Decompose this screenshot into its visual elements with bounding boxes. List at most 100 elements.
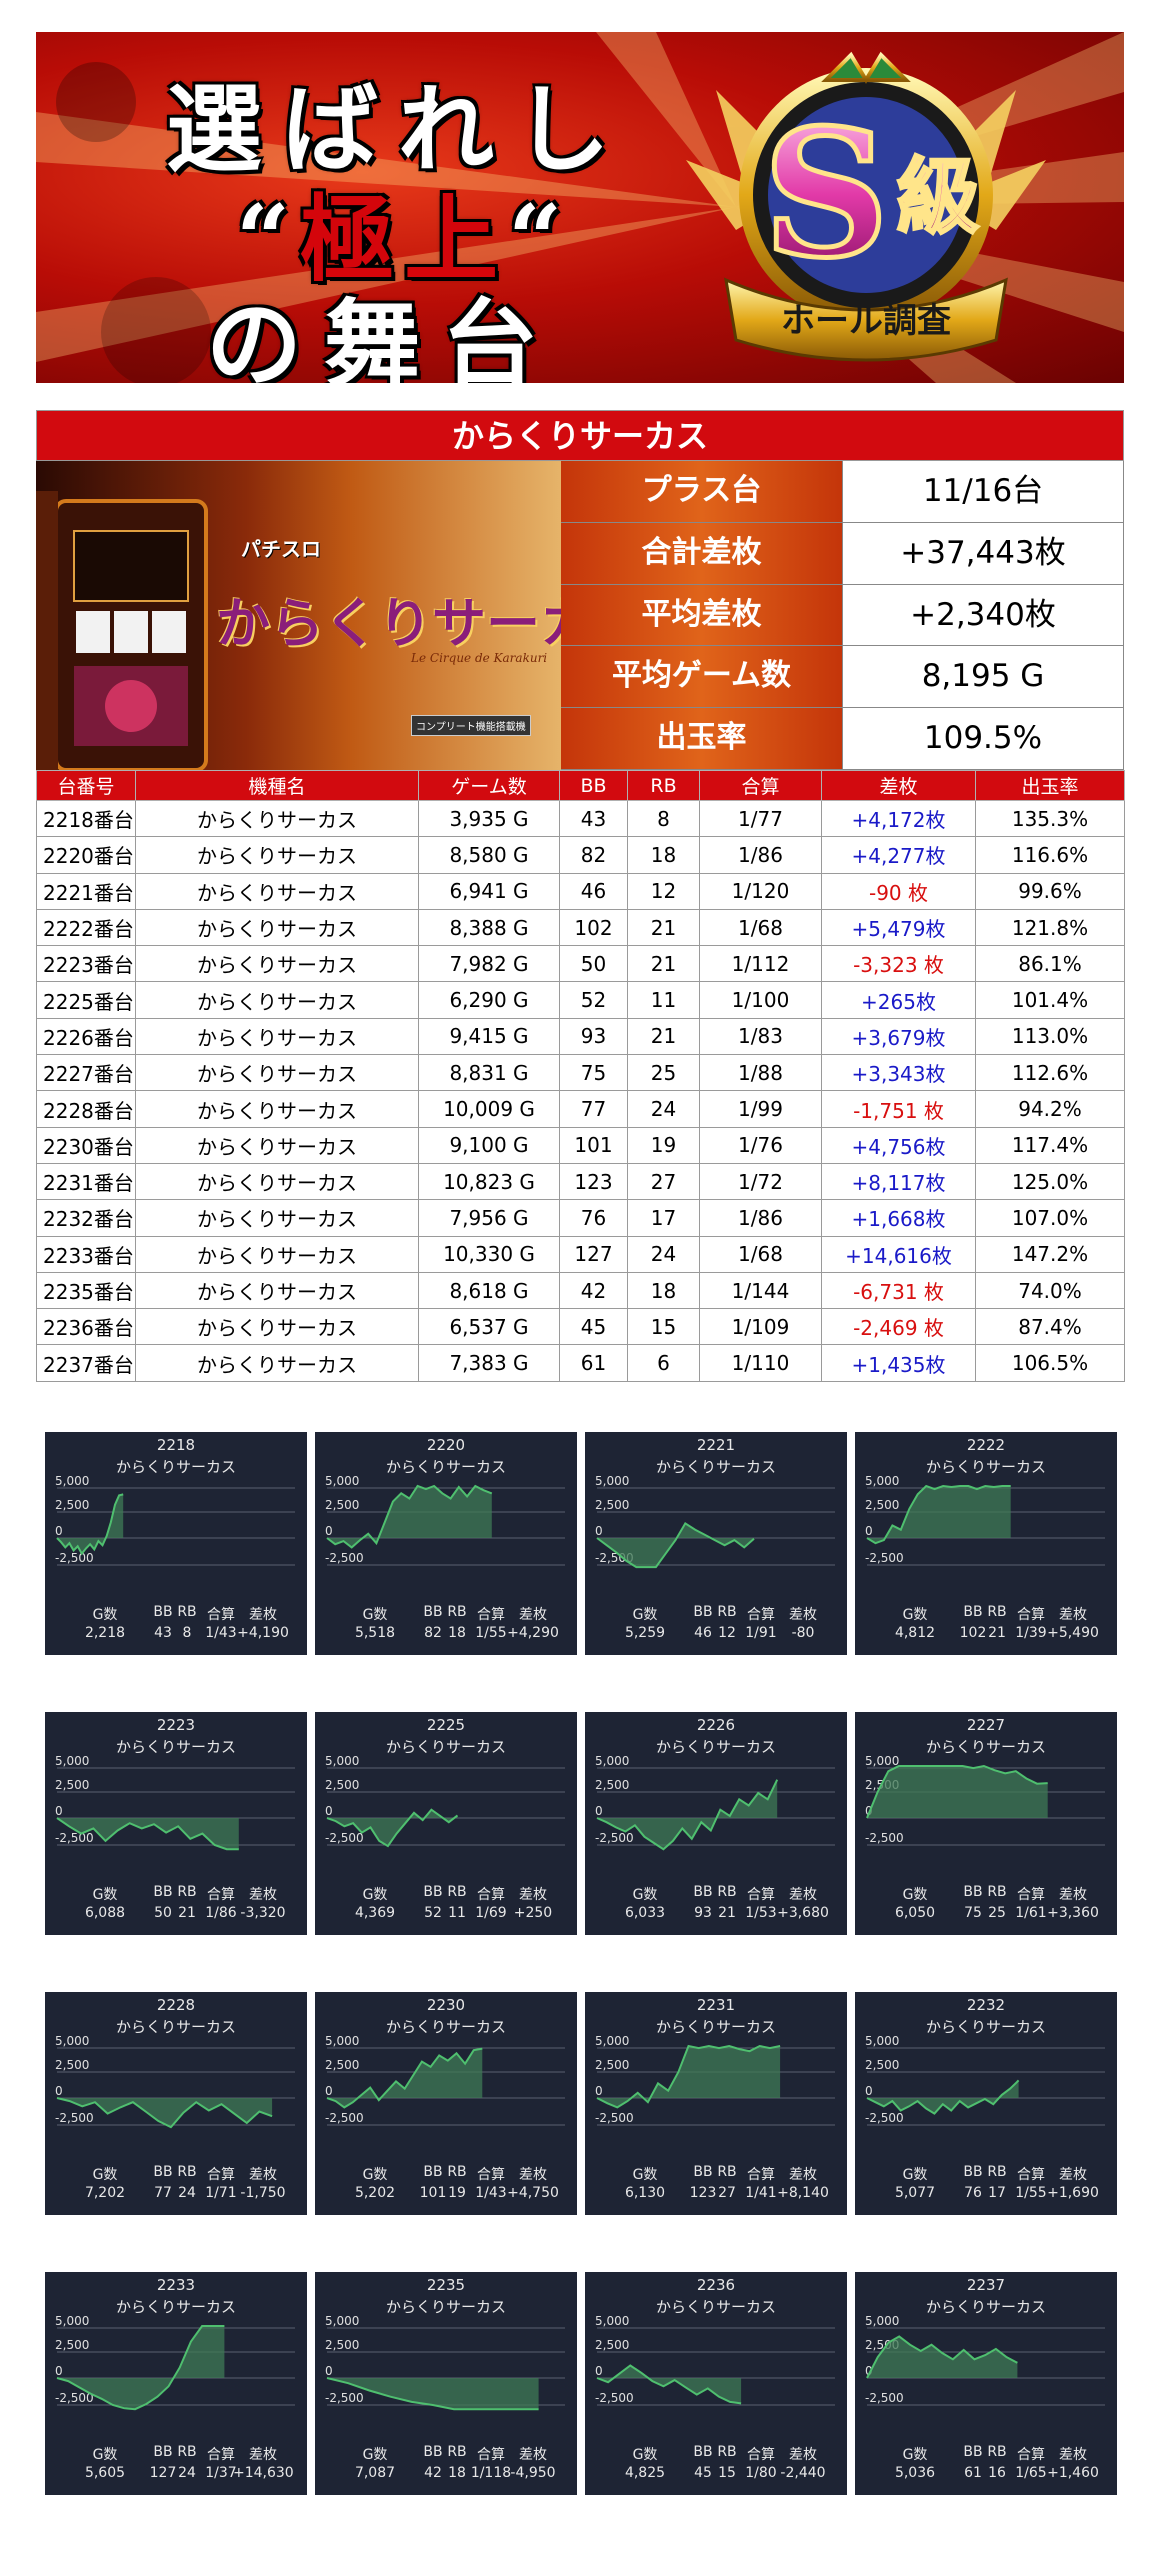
stat-header: G数 bbox=[92, 1607, 118, 1623]
stat-header: 合算 bbox=[1017, 1887, 1045, 1903]
graph-machine-number: 2237 bbox=[966, 2276, 1006, 2294]
stat-value: 6,088 bbox=[84, 1905, 126, 1921]
graph-machine-name: からくりサーカス bbox=[385, 2018, 506, 2036]
stat-header: G数 bbox=[632, 2447, 658, 2463]
machine-graph-card: 5,000 2,500 0 -2,500 2223 からくりサーカス G数 BB RB 合算 差枚 6… bbox=[45, 1712, 307, 1935]
payout-chart: 5,000 2,500 0 -2,500 bbox=[325, 2034, 565, 2126]
stat-value: -1,750 bbox=[240, 2185, 286, 2201]
y-tick-label: -2,500 bbox=[865, 1831, 904, 1845]
table-cell: 9,100 G bbox=[418, 1126, 560, 1164]
y-tick-label: -2,500 bbox=[55, 1551, 94, 1565]
table-cell: 121.8% bbox=[975, 908, 1125, 947]
y-tick-label: -2,500 bbox=[55, 2391, 94, 2405]
table-cell: 2233番台 bbox=[36, 1235, 136, 1273]
logo-sub-text: Le Cirque de Karakuri bbox=[411, 651, 548, 665]
summary-label: 平均差枚 bbox=[561, 584, 843, 646]
table-cell: 8,618 G bbox=[418, 1271, 560, 1310]
table-cell: 1/86 bbox=[699, 1199, 822, 1237]
y-tick-label: -2,500 bbox=[325, 1831, 364, 1845]
stat-header: G数 bbox=[902, 1607, 928, 1623]
payout-chart: 5,000 2,500 0 -2,500 bbox=[865, 1474, 1105, 1566]
stat-header: BB bbox=[963, 1604, 983, 1620]
stat-value: 82 bbox=[424, 1625, 442, 1641]
stat-header: 差枚 bbox=[789, 1887, 817, 1903]
table-cell: 86.1% bbox=[975, 945, 1125, 983]
table-cell: 102 bbox=[559, 908, 628, 947]
stat-value: 24 bbox=[178, 2185, 196, 2201]
stat-header: RB bbox=[447, 1604, 467, 1620]
stat-header: BB bbox=[423, 2444, 443, 2460]
stat-header: BB bbox=[153, 1884, 173, 1900]
stat-header: RB bbox=[177, 2444, 197, 2460]
payout-line bbox=[596, 1521, 755, 1569]
y-tick-label: 0 bbox=[325, 2084, 333, 2098]
y-tick-label: 0 bbox=[595, 2084, 603, 2098]
machine-graph-card: 5,000 2,500 0 -2,500 2228 からくりサーカス G数 BB RB 合算 差枚 7… bbox=[45, 1992, 307, 2215]
table-cell: 3,935 G bbox=[418, 799, 560, 838]
machine-graph-card: 5,000 2,500 0 -2,500 2233 からくりサーカス G数 BB RB 合算 差枚 5… bbox=[45, 2272, 307, 2495]
stat-header: RB bbox=[987, 1604, 1007, 1620]
graph-machine-name: からくりサーカス bbox=[925, 2018, 1046, 2036]
table-cell: 2235番台 bbox=[36, 1271, 136, 1310]
table-cell: 15 bbox=[627, 1308, 700, 1346]
y-tick-label: 0 bbox=[595, 2364, 603, 2378]
table-cell: 1/86 bbox=[699, 836, 822, 874]
summary-value: 8,195 G bbox=[843, 646, 1124, 708]
stat-value: -3,320 bbox=[240, 1905, 286, 1921]
payout-line bbox=[326, 2377, 539, 2411]
table-row: 2227番台 からくりサーカス 8,831 G 75 25 1/88 +3,343枚 112.… bbox=[36, 1054, 1125, 1092]
y-tick-label: 2,500 bbox=[325, 1778, 359, 1792]
stat-header: RB bbox=[987, 2444, 1007, 2460]
table-cell: 25 bbox=[627, 1054, 700, 1092]
stat-value: 1/43 bbox=[205, 1625, 237, 1641]
table-cell: からくりサーカス bbox=[135, 1308, 419, 1346]
summary-value: +37,443枚 bbox=[843, 522, 1124, 584]
table-row: 2221番台 からくりサーカス 6,941 G 46 12 1/120 -90 枚 99.6% bbox=[36, 872, 1125, 910]
y-tick-label: 5,000 bbox=[325, 2314, 359, 2328]
y-tick-label: 0 bbox=[325, 1804, 333, 1818]
stat-value: +4,190 bbox=[237, 1625, 289, 1641]
stat-value: 46 bbox=[694, 1625, 712, 1641]
table-cell: -2,469 枚 bbox=[821, 1308, 976, 1346]
graph-machine-number: 2235 bbox=[426, 2276, 466, 2294]
table-row: 2225番台 からくりサーカス 6,290 G 52 11 1/100 +265枚 101.4… bbox=[36, 981, 1125, 1019]
stat-header: G数 bbox=[902, 2447, 928, 2463]
stat-header: 合算 bbox=[1017, 2447, 1045, 2463]
table-cell: 24 bbox=[627, 1090, 700, 1128]
table-header-row: 台番号 機種名 ゲーム数 BB RB 合算 差枚 出玉率 bbox=[36, 770, 1125, 801]
y-tick-label: -2,500 bbox=[325, 2111, 364, 2125]
y-tick-label: 2,500 bbox=[55, 1498, 89, 1512]
stat-value: 52 bbox=[424, 1905, 442, 1921]
table-cell: +1,435枚 bbox=[821, 1344, 976, 1382]
table-cell: 101 bbox=[559, 1126, 628, 1164]
stat-header: RB bbox=[717, 1604, 737, 1620]
stat-header: BB bbox=[963, 1884, 983, 1900]
payout-chart: 5,000 2,500 0 -2,500 bbox=[325, 1754, 565, 1848]
stat-value: 123 bbox=[689, 2185, 717, 2201]
machine-graph-card: 5,000 2,500 0 -2,500 2226 からくりサーカス G数 BB RB 合算 差枚 6… bbox=[585, 1712, 847, 1935]
table-cell: 2225番台 bbox=[36, 981, 136, 1019]
table-cell: 107.0% bbox=[975, 1199, 1125, 1237]
graph-machine-name: からくりサーカス bbox=[655, 1738, 776, 1756]
stat-value: 1/53 bbox=[745, 1905, 777, 1921]
table-cell: 52 bbox=[559, 981, 628, 1019]
stat-value: 27 bbox=[718, 2185, 736, 2201]
y-tick-label: 5,000 bbox=[325, 1474, 359, 1488]
table-cell: +3,679枚 bbox=[821, 1017, 976, 1056]
banner-quote-close: “ bbox=[508, 185, 573, 295]
stat-header: 差枚 bbox=[249, 2167, 277, 2183]
payout-chart: 5,000 2,500 0 -2,500 bbox=[595, 2034, 835, 2126]
machine-graph-card: 5,000 2,500 0 -2,500 2225 からくりサーカス G数 BB RB 合算 差枚 4… bbox=[315, 1712, 577, 1935]
y-tick-label: 0 bbox=[55, 2084, 63, 2098]
area-fill bbox=[57, 1818, 239, 1850]
table-cell: 116.6% bbox=[975, 836, 1125, 874]
payout-line bbox=[866, 1764, 1048, 1819]
stat-header: RB bbox=[447, 1884, 467, 1900]
graph-machine-name: からくりサーカス bbox=[925, 2298, 1046, 2316]
table-cell: 2226番台 bbox=[36, 1017, 136, 1056]
table-cell: 94.2% bbox=[975, 1090, 1125, 1128]
complete-function-label: コンプリート機能搭載機 bbox=[411, 715, 531, 736]
table-cell: 2231番台 bbox=[36, 1162, 136, 1201]
stat-header: 合算 bbox=[747, 2447, 775, 2463]
table-cell: 1/144 bbox=[699, 1271, 822, 1310]
